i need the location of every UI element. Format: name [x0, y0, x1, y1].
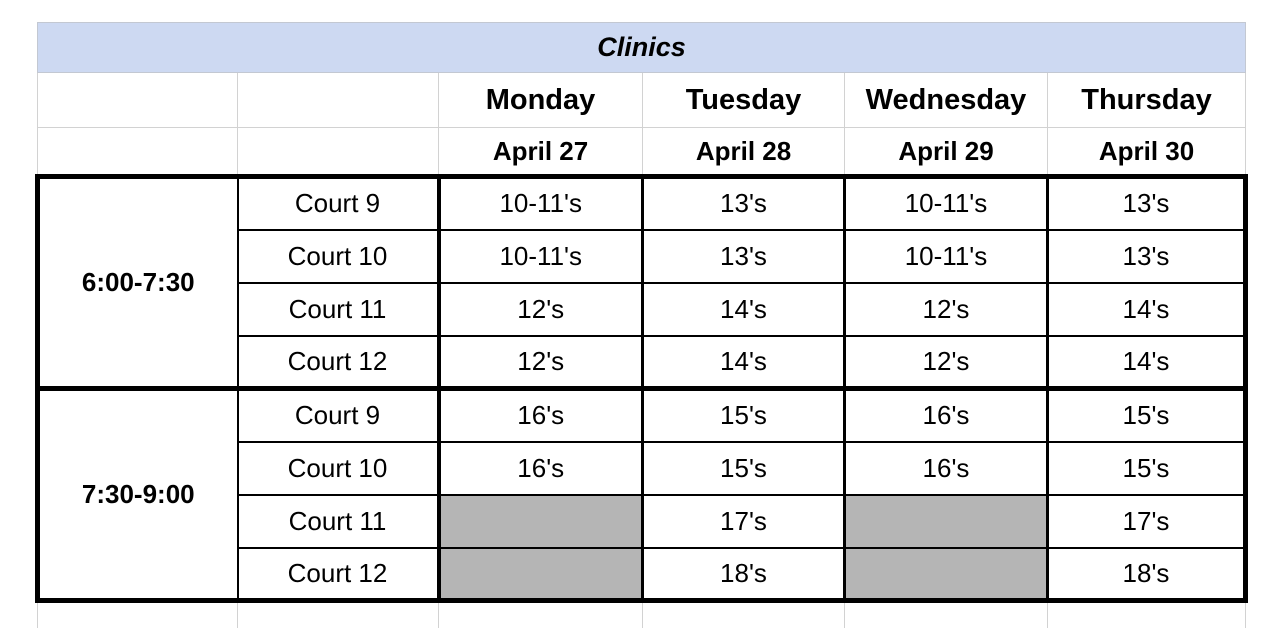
court-label-cell: Court 12 [236, 546, 440, 603]
day-header-wednesday: Wednesday [844, 72, 1048, 128]
court-label-cell: Court 10 [236, 228, 440, 284]
schedule-value-cell: 15's [1046, 386, 1248, 443]
empty-cell [237, 600, 439, 628]
schedule-value-cell: 15's [641, 386, 846, 443]
schedule-value-cell: 16's [436, 440, 644, 496]
day-header-thursday: Thursday [1047, 72, 1246, 128]
schedule-value-cell: 14's [641, 334, 846, 391]
schedule-value-cell: 12's [436, 334, 644, 391]
schedule-value-cell: 10-11's [436, 174, 644, 231]
schedule-value-cell: 14's [1046, 281, 1248, 337]
empty-cell [438, 600, 643, 628]
schedule-value-cell: 10-11's [436, 228, 644, 284]
schedule-value-cell: 15's [1046, 440, 1248, 496]
schedule-value-cell: 18's [641, 546, 846, 603]
schedule-value-cell: 12's [843, 281, 1049, 337]
shaded-cell [843, 546, 1049, 603]
schedule-value-cell: 13's [1046, 228, 1248, 284]
court-label-cell: Court 11 [236, 281, 440, 337]
schedule-value-cell: 17's [641, 493, 846, 549]
schedule-value-cell: 16's [843, 386, 1049, 443]
shaded-cell [843, 493, 1049, 549]
court-label-cell: Court 11 [236, 493, 440, 549]
schedule-value-cell: 14's [1046, 334, 1248, 391]
spacer-cell [237, 127, 439, 177]
empty-cell [642, 600, 845, 628]
spacer-cell [237, 72, 439, 128]
time-slot-1: 6:00-7:30 [35, 174, 239, 391]
schedule-value-cell: 15's [641, 440, 846, 496]
schedule-value-cell: 18's [1046, 546, 1248, 603]
schedule-value-cell: 12's [843, 334, 1049, 391]
schedule-value-cell: 17's [1046, 493, 1248, 549]
shaded-cell [436, 493, 644, 549]
time-slot-2: 7:30-9:00 [35, 386, 239, 603]
court-label-cell: Court 12 [236, 334, 440, 391]
spacer-cell [37, 72, 238, 128]
date-april-29: April 29 [844, 127, 1048, 177]
schedule-value-cell: 10-11's [843, 228, 1049, 284]
court-label-cell: Court 9 [236, 386, 440, 443]
empty-cell [37, 600, 238, 628]
day-header-monday: Monday [438, 72, 643, 128]
date-april-30: April 30 [1047, 127, 1246, 177]
clinics-schedule-table: Clinics Monday Tuesday Wednesday Thursda… [35, 22, 1248, 628]
schedule-value-cell: 16's [436, 386, 644, 443]
empty-cell [1047, 600, 1246, 628]
schedule-value-cell: 13's [641, 228, 846, 284]
spacer-cell [37, 127, 238, 177]
schedule-value-cell: 13's [641, 174, 846, 231]
court-label-cell: Court 9 [236, 174, 440, 231]
date-april-28: April 28 [642, 127, 845, 177]
date-april-27: April 27 [438, 127, 643, 177]
schedule-value-cell: 14's [641, 281, 846, 337]
day-header-tuesday: Tuesday [642, 72, 845, 128]
table-title: Clinics [37, 22, 1246, 73]
schedule-value-cell: 12's [436, 281, 644, 337]
shaded-cell [436, 546, 644, 603]
schedule-value-cell: 13's [1046, 174, 1248, 231]
court-label-cell: Court 10 [236, 440, 440, 496]
schedule-value-cell: 10-11's [843, 174, 1049, 231]
schedule-value-cell: 16's [843, 440, 1049, 496]
empty-cell [844, 600, 1048, 628]
